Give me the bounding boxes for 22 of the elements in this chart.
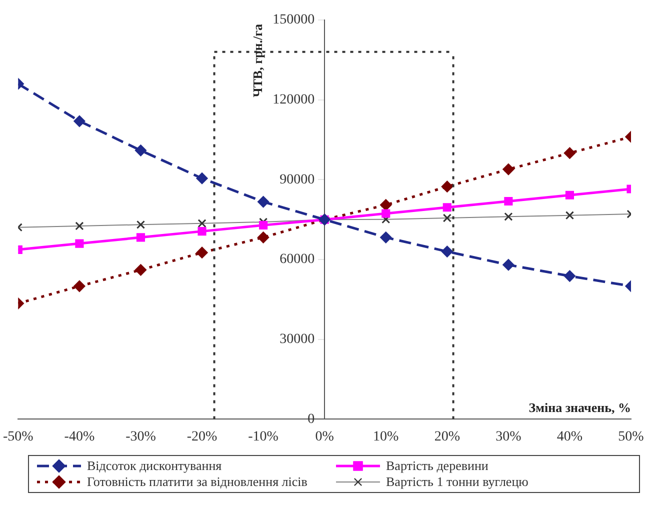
legend-label: Вартість деревини [386, 458, 488, 474]
x-tick-label: 10% [373, 429, 400, 444]
x-tick-label: -50% [3, 429, 34, 444]
y-tick-label: 150000 [272, 12, 315, 28]
x-tick-label: 40% [556, 429, 583, 444]
legend-label: Готовність платити за відновлення лісів [87, 474, 308, 490]
x-tick-label: 30% [496, 429, 522, 444]
y-tick-label: 90000 [280, 172, 315, 188]
x-tick-label: 20% [434, 429, 460, 444]
legend-label: Вартість 1 тонни вуглецю [386, 474, 528, 490]
x-tick-label: -30% [126, 429, 156, 444]
x-tick-label: -40% [64, 429, 95, 444]
x-tick-label: 50% [618, 429, 644, 444]
x-tick-label: 0% [315, 429, 334, 444]
y-axis-title: ЧТВ, грн./га [250, 24, 265, 98]
legend-label: Відсоток дисконтування [87, 458, 222, 474]
x-tick-label: -10% [248, 429, 279, 444]
y-tick-label: 60000 [280, 252, 315, 268]
y-tick-label: 120000 [272, 92, 315, 108]
x-tick-label: -20% [186, 429, 218, 444]
x-axis-title: Зміна значень, % [528, 400, 631, 416]
y-tick-label: 30000 [280, 332, 315, 348]
